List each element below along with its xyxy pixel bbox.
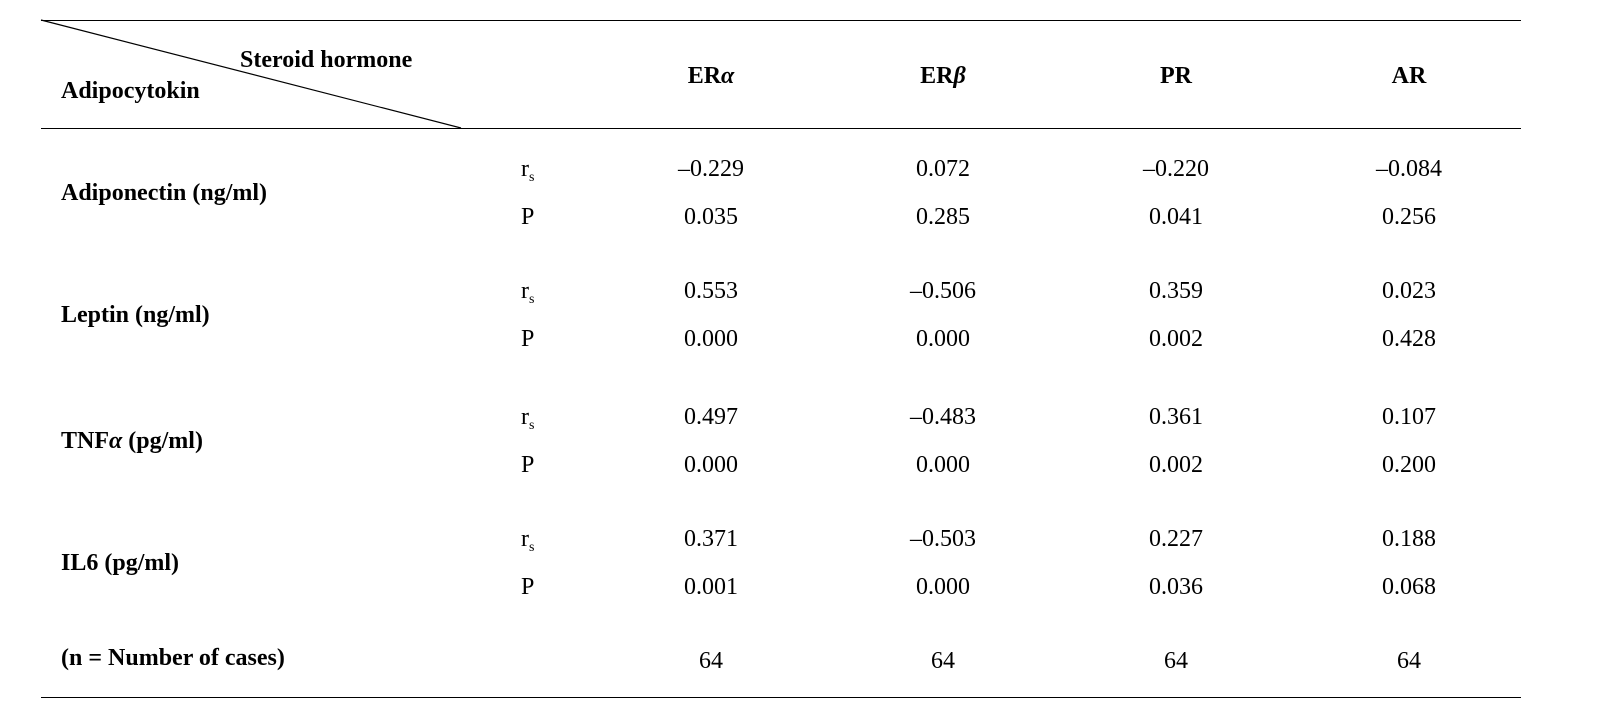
header-rule [41,128,1521,129]
p-value-ar: 0.068 [1382,574,1436,600]
p-value-pr: 0.041 [1149,204,1203,230]
rs-label: rs [521,526,535,555]
footer-cases-ar: 64 [1397,648,1421,674]
rs-value-ar: 0.107 [1382,404,1436,430]
rs-value-pr: 0.361 [1149,404,1203,430]
column-header-ar: AR [1391,63,1427,89]
p-value-er-beta: 0.000 [916,574,970,600]
rs-value-pr: 0.227 [1149,526,1203,552]
rs-value-er-alpha: 0.553 [684,278,738,304]
p-value-er-alpha: 0.001 [684,574,738,600]
rs-label: rs [521,278,535,307]
p-value-pr: 0.002 [1149,326,1203,352]
footer-number-of-cases-label: (n = Number of cases) [61,645,285,671]
rs-value-er-beta: –0.503 [910,526,976,552]
p-value-er-alpha: 0.000 [684,452,738,478]
row-label-3: TNFα (pg/ml) [61,428,203,454]
p-value-er-beta: 0.000 [916,326,970,352]
rs-value-er-beta: 0.072 [916,156,970,182]
p-value-pr: 0.036 [1149,574,1203,600]
p-label: P [521,204,535,230]
rs-value-er-alpha: 0.371 [684,526,738,552]
rs-value-er-alpha: 0.497 [684,404,738,430]
row-label-2: Leptin (ng/ml) [61,302,210,328]
rs-value-pr: –0.220 [1143,156,1209,182]
row-label-4: IL6 (pg/ml) [61,550,180,576]
rs-value-er-beta: –0.506 [910,278,976,304]
rs-value-ar: –0.084 [1376,156,1442,182]
p-value-er-alpha: 0.035 [684,204,738,230]
p-value-ar: 0.428 [1382,326,1436,352]
header-adipocytokin: Adipocytokin [61,78,200,104]
rs-value-ar: 0.023 [1382,278,1436,304]
p-label: P [521,452,535,478]
bottom-rule [41,697,1521,698]
rs-value-pr: 0.359 [1149,278,1203,304]
p-value-er-beta: 0.285 [916,204,970,230]
p-value-pr: 0.002 [1149,452,1203,478]
footer-cases-er-alpha: 64 [699,648,723,674]
p-value-er-beta: 0.000 [916,452,970,478]
rs-value-er-alpha: –0.229 [678,156,744,182]
column-header-er-beta: ERβ [920,63,966,89]
p-value-er-alpha: 0.000 [684,326,738,352]
header-steroid-hormone: Steroid hormone [240,47,413,73]
p-label: P [521,326,535,352]
rs-label: rs [521,156,535,185]
p-label: P [521,574,535,600]
footer-cases-pr: 64 [1164,648,1188,674]
top-rule [41,20,1521,21]
rs-label: rs [521,404,535,433]
p-value-ar: 0.256 [1382,204,1436,230]
column-header-er-alpha: ERα [687,63,735,89]
rs-value-er-beta: –0.483 [910,404,976,430]
row-label-1: Adiponectin (ng/ml) [61,180,268,206]
p-value-ar: 0.200 [1382,452,1436,478]
rs-value-ar: 0.188 [1382,526,1436,552]
column-header-pr: PR [1160,63,1192,89]
footer-cases-er-beta: 64 [931,648,955,674]
